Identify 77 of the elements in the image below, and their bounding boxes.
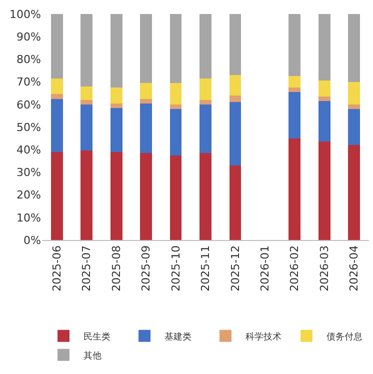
bar [318, 80, 330, 96]
legend-label: 科学技术 [246, 331, 282, 342]
y-tick-label: 60% [16, 98, 41, 112]
bar [170, 82, 182, 104]
y-tick-label: 10% [16, 211, 41, 224]
bar [140, 152, 152, 240]
bar [348, 82, 360, 104]
y-tick-label: 50% [16, 120, 41, 134]
bar [200, 104, 212, 153]
bar [170, 14, 182, 83]
x-tick-label: 2025-11 [199, 245, 212, 292]
bar [200, 78, 212, 100]
bar [229, 75, 242, 96]
y-tick-label: 20% [16, 188, 41, 202]
y-tick-label: 80% [16, 53, 41, 66]
bar [229, 165, 242, 240]
bar [170, 104, 182, 109]
bar [288, 138, 301, 240]
bar [318, 14, 330, 81]
bar [140, 103, 152, 153]
bar [50, 78, 63, 94]
bar [80, 86, 93, 100]
y-tick-label: 0% [24, 234, 41, 247]
bar [200, 100, 212, 104]
bar [288, 87, 301, 92]
bar [229, 14, 242, 76]
x-tick-label: 2025-07 [80, 245, 94, 292]
bar [348, 14, 360, 82]
x-tick-label: 2025-06 [50, 245, 64, 292]
bar [318, 142, 330, 240]
bar [170, 108, 182, 156]
bar [170, 155, 182, 240]
bar [318, 96, 330, 102]
bar [110, 87, 122, 104]
bar [348, 108, 360, 146]
bar [140, 82, 152, 99]
bar [50, 98, 63, 152]
x-tick-label: 2025-08 [110, 245, 123, 292]
bar [50, 152, 63, 240]
x-tick-label: 2025-09 [140, 245, 153, 292]
bar [50, 14, 63, 78]
bar [288, 92, 301, 138]
bar [229, 102, 242, 166]
bar [348, 145, 360, 240]
bar [288, 14, 301, 76]
bar [110, 14, 122, 88]
bar [110, 103, 122, 108]
bar [200, 14, 212, 78]
bar [80, 150, 93, 240]
legend-label: 其他 [84, 350, 102, 362]
y-tick-label: 90% [16, 30, 41, 44]
bar [80, 100, 93, 104]
bar [229, 95, 242, 102]
y-tick-label: 40% [16, 143, 41, 156]
x-tick-label: 2026-04 [348, 245, 361, 292]
bar [80, 104, 93, 151]
legend-label: 基建类 [164, 331, 192, 342]
bar [318, 101, 330, 142]
legend-label: 民生类 [84, 331, 110, 342]
x-tick-label: 2026-03 [318, 245, 331, 292]
bar [110, 108, 122, 152]
bar [140, 14, 152, 83]
bar [110, 152, 122, 240]
x-tick-label: 2026-02 [288, 245, 302, 292]
bar [288, 76, 301, 88]
y-tick-label: 100% [10, 8, 41, 21]
bar [50, 94, 63, 99]
y-tick-label: 30% [16, 166, 41, 180]
y-tick-label: 70% [16, 76, 41, 89]
bar [200, 152, 212, 240]
bar [140, 98, 152, 104]
x-tick-label: 2025-12 [228, 245, 242, 292]
bar [348, 104, 360, 109]
x-tick-label: 2025-10 [169, 245, 182, 292]
legend-label: 债务付息 [326, 331, 362, 342]
x-tick-label: 2026-01 [258, 245, 272, 292]
bar [80, 14, 93, 86]
